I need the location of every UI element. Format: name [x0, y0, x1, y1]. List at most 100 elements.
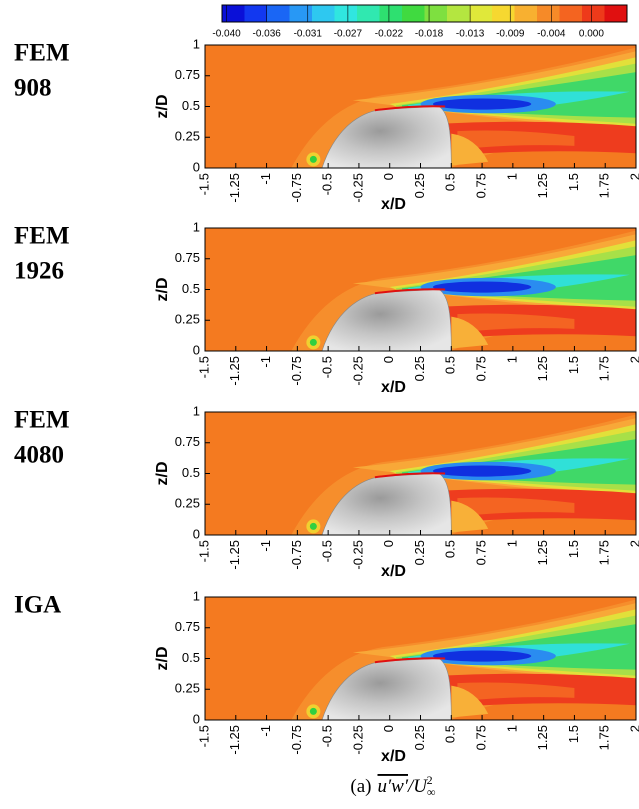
- x-tick-label: 1.25: [535, 725, 550, 750]
- x-tick-label: -0.75: [289, 356, 304, 386]
- y-tick-label: 0.5: [182, 281, 200, 296]
- field-band: [432, 281, 532, 293]
- colorbar-band: [267, 5, 290, 22]
- x-tick-label: -1.25: [227, 356, 242, 386]
- field-band: [451, 133, 489, 166]
- y-tick-label: 0.75: [175, 250, 200, 265]
- x-tick-label: -0.5: [320, 173, 335, 195]
- field-band: [457, 497, 575, 517]
- colorbar-band: [379, 5, 403, 22]
- panel-title: 908: [14, 75, 52, 102]
- panel-title: 1926: [14, 258, 64, 285]
- colorbar-band: [469, 5, 493, 22]
- x-tick-label: 0.5: [443, 173, 458, 191]
- colorbar-tick-label: -0.027: [334, 29, 363, 40]
- hill-cap: [374, 288, 446, 295]
- x-tick-label: 0.25: [412, 173, 427, 198]
- x-tick-label: -1.25: [227, 540, 242, 570]
- x-tick-label: 0.5: [443, 725, 458, 743]
- colorbar-band: [537, 5, 560, 22]
- caption-divisor: /U: [407, 776, 428, 797]
- x-tick-label: -0.75: [289, 173, 304, 203]
- x-tick-label: 2: [627, 173, 639, 180]
- colorbar-frame: [221, 4, 628, 23]
- x-tick-label: 0: [381, 725, 396, 732]
- y-tick-label: 0.25: [175, 312, 200, 327]
- colorbar-tick-label: -0.009: [496, 29, 525, 40]
- panel-title: IGA: [14, 592, 61, 619]
- x-tick-label: -0.25: [350, 356, 365, 386]
- panel-title: FEM: [14, 223, 70, 250]
- x-tick-label: -1: [258, 356, 273, 368]
- colorbar-tick-label: -0.022: [375, 29, 404, 40]
- colorbar-band: [222, 5, 245, 22]
- x-tick-label: -1: [258, 540, 273, 552]
- x-tick-label: -0.25: [350, 540, 365, 570]
- x-tick-label: 1.5: [566, 173, 581, 191]
- colorbar-band: [357, 5, 380, 22]
- y-tick-label: 0.25: [175, 129, 200, 144]
- y-tick-label: 0: [193, 342, 200, 357]
- caption-divisor-symbol: U: [413, 776, 428, 797]
- field-band: [451, 685, 489, 718]
- x-tick-label: 1: [504, 540, 519, 547]
- caption: (a) u′w′/U∞2: [350, 773, 435, 799]
- y-axis-label: z/D: [154, 95, 171, 119]
- colorbar-tick-label: -0.013: [456, 29, 485, 40]
- x-tick-label: 0.25: [412, 356, 427, 381]
- x-tick-label: 0.25: [412, 540, 427, 565]
- panel-title: FEM: [14, 40, 70, 67]
- x-tick-label: 0.75: [474, 725, 489, 750]
- x-tick-label: -1: [258, 725, 273, 737]
- y-tick-label: 1: [193, 403, 200, 418]
- y-tick-label: 1: [193, 36, 200, 51]
- y-tick-label: 0: [193, 526, 200, 541]
- y-tick-label: 0.75: [175, 67, 200, 82]
- contour-field: [205, 45, 636, 168]
- contour-field: [205, 228, 636, 351]
- x-axis-label: x/D: [381, 563, 406, 580]
- x-tick-label: 1: [504, 356, 519, 363]
- contour-field: [205, 597, 636, 720]
- x-tick-label: 0.75: [474, 356, 489, 381]
- y-axis-label: z/D: [154, 278, 171, 302]
- colorbar-band: [492, 5, 515, 22]
- x-tick-label: -1: [258, 173, 273, 185]
- colorbar-band: [402, 5, 425, 22]
- colorbar-band: [312, 5, 335, 22]
- field-band: [451, 316, 489, 349]
- x-tick-label: 2: [627, 540, 639, 547]
- x-tick-label: -0.25: [350, 725, 365, 755]
- field-band: [432, 98, 532, 110]
- contour-field: [205, 412, 636, 535]
- x-tick-label: 1.5: [566, 725, 581, 743]
- y-tick-label: 1: [193, 588, 200, 603]
- field-spot: [309, 707, 317, 715]
- y-tick-label: 0.5: [182, 650, 200, 665]
- caption-subscript: ∞: [427, 785, 436, 799]
- x-tick-label: 1.75: [597, 725, 612, 750]
- colorbar-band: [604, 5, 628, 22]
- field-spot: [309, 522, 317, 530]
- x-tick-label: -1.25: [227, 173, 242, 203]
- x-tick-label: 0.5: [443, 356, 458, 374]
- colorbar-band: [244, 5, 268, 22]
- hill-cap: [374, 657, 446, 664]
- x-tick-label: 0.75: [474, 540, 489, 565]
- x-tick-label: -0.25: [350, 173, 365, 203]
- x-tick-label: 1.75: [597, 356, 612, 381]
- x-tick-label: 1: [504, 173, 519, 180]
- x-tick-label: 1.75: [597, 173, 612, 198]
- x-tick-label: 0.75: [474, 173, 489, 198]
- colorbar-tick-label: -0.031: [294, 29, 323, 40]
- x-tick-label: -0.5: [320, 725, 335, 747]
- hill-cap: [374, 105, 446, 112]
- colorbar-band: [559, 5, 583, 22]
- y-axis-label: z/D: [154, 647, 171, 671]
- field-spot: [309, 155, 317, 163]
- x-tick-label: -1.5: [196, 356, 211, 378]
- field-band: [457, 313, 575, 333]
- x-axis-label: x/D: [381, 748, 406, 765]
- colorbar-band: [289, 5, 313, 22]
